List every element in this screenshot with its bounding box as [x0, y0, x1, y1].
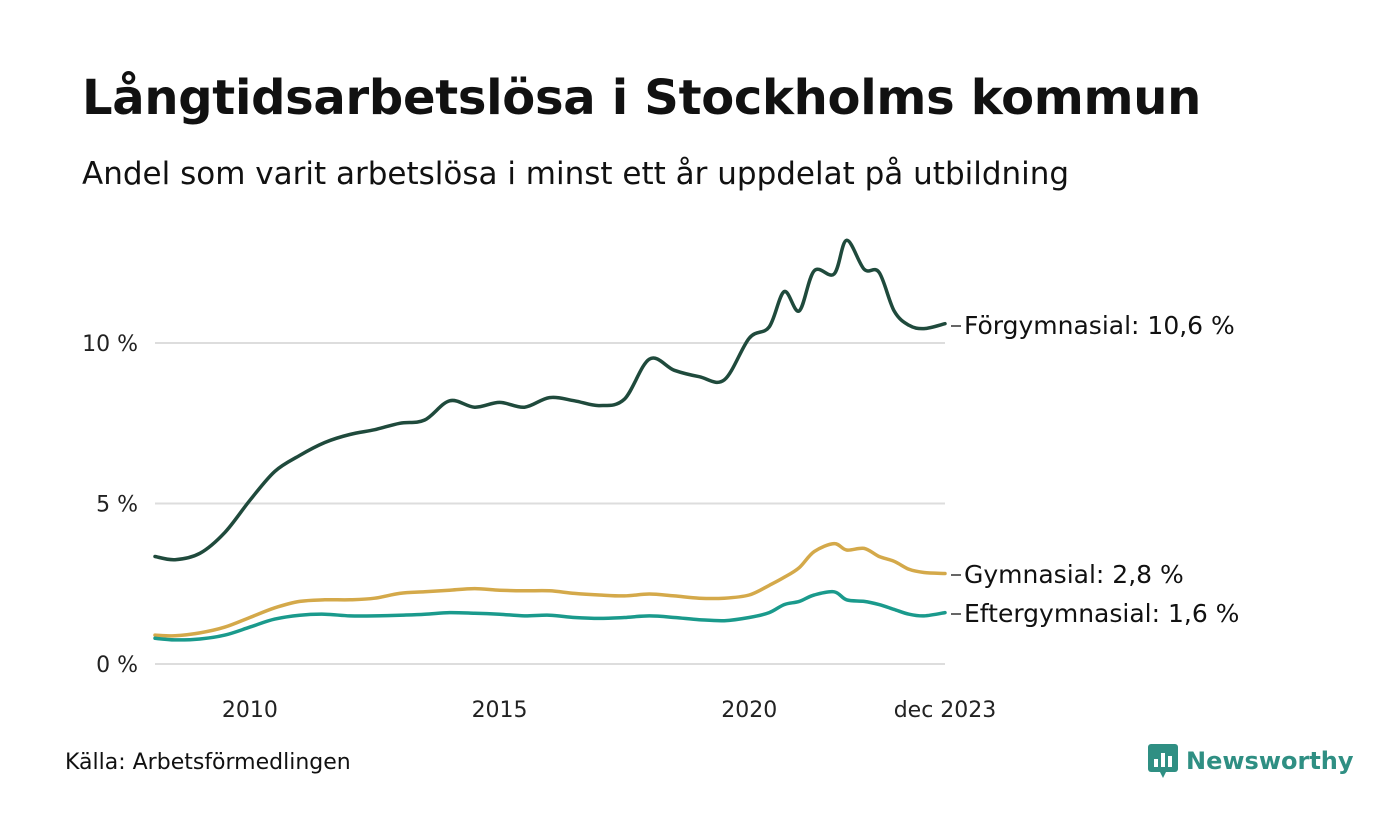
series-line-eftergymnasial [153, 589, 947, 642]
y-axis-labels: 0 % 5 % 10 % [82, 332, 138, 678]
x-axis-labels: 2010 2015 2020 dec 2023 [222, 698, 996, 723]
source-note: Källa: Arbetsförmedlingen [65, 750, 351, 775]
brand-name: Newsworthy [1186, 747, 1354, 775]
newsworthy-logo-icon [1148, 744, 1178, 778]
chart-subtitle: Andel som varit arbetslösa i minst ett å… [82, 156, 1070, 192]
line-chart: 0 % 5 % 10 % 2010 2015 2020 dec 2023 Förgymna… [82, 238, 1239, 723]
x-tick-label: 2010 [222, 698, 278, 723]
end-label-förgymnasial: Förgymnasial: 10,6 % [964, 311, 1235, 340]
y-tick-label: 0 % [96, 653, 138, 678]
gridlines [155, 342, 945, 665]
y-tick-label: 5 % [96, 493, 138, 518]
series-line-förgymnasial [153, 238, 947, 562]
x-tick-label: 2015 [472, 698, 528, 723]
y-tick-label: 10 % [82, 332, 138, 357]
series-line-gymnasial [153, 541, 947, 638]
end-label-eftergymnasial: Eftergymnasial: 1,6 % [964, 599, 1239, 628]
end-label-gymnasial: Gymnasial: 2,8 % [964, 560, 1184, 589]
x-tick-label: dec 2023 [894, 698, 997, 723]
x-tick-label: 2020 [721, 698, 777, 723]
series-lines [153, 238, 947, 642]
brand-logo: Newsworthy [1148, 744, 1354, 778]
end-labels: Förgymnasial: 10,6 % Gymnasial: 2,8 % Efte… [951, 311, 1239, 628]
chart-title: Långtidsarbetslösa i Stockholms kommun [82, 70, 1201, 126]
